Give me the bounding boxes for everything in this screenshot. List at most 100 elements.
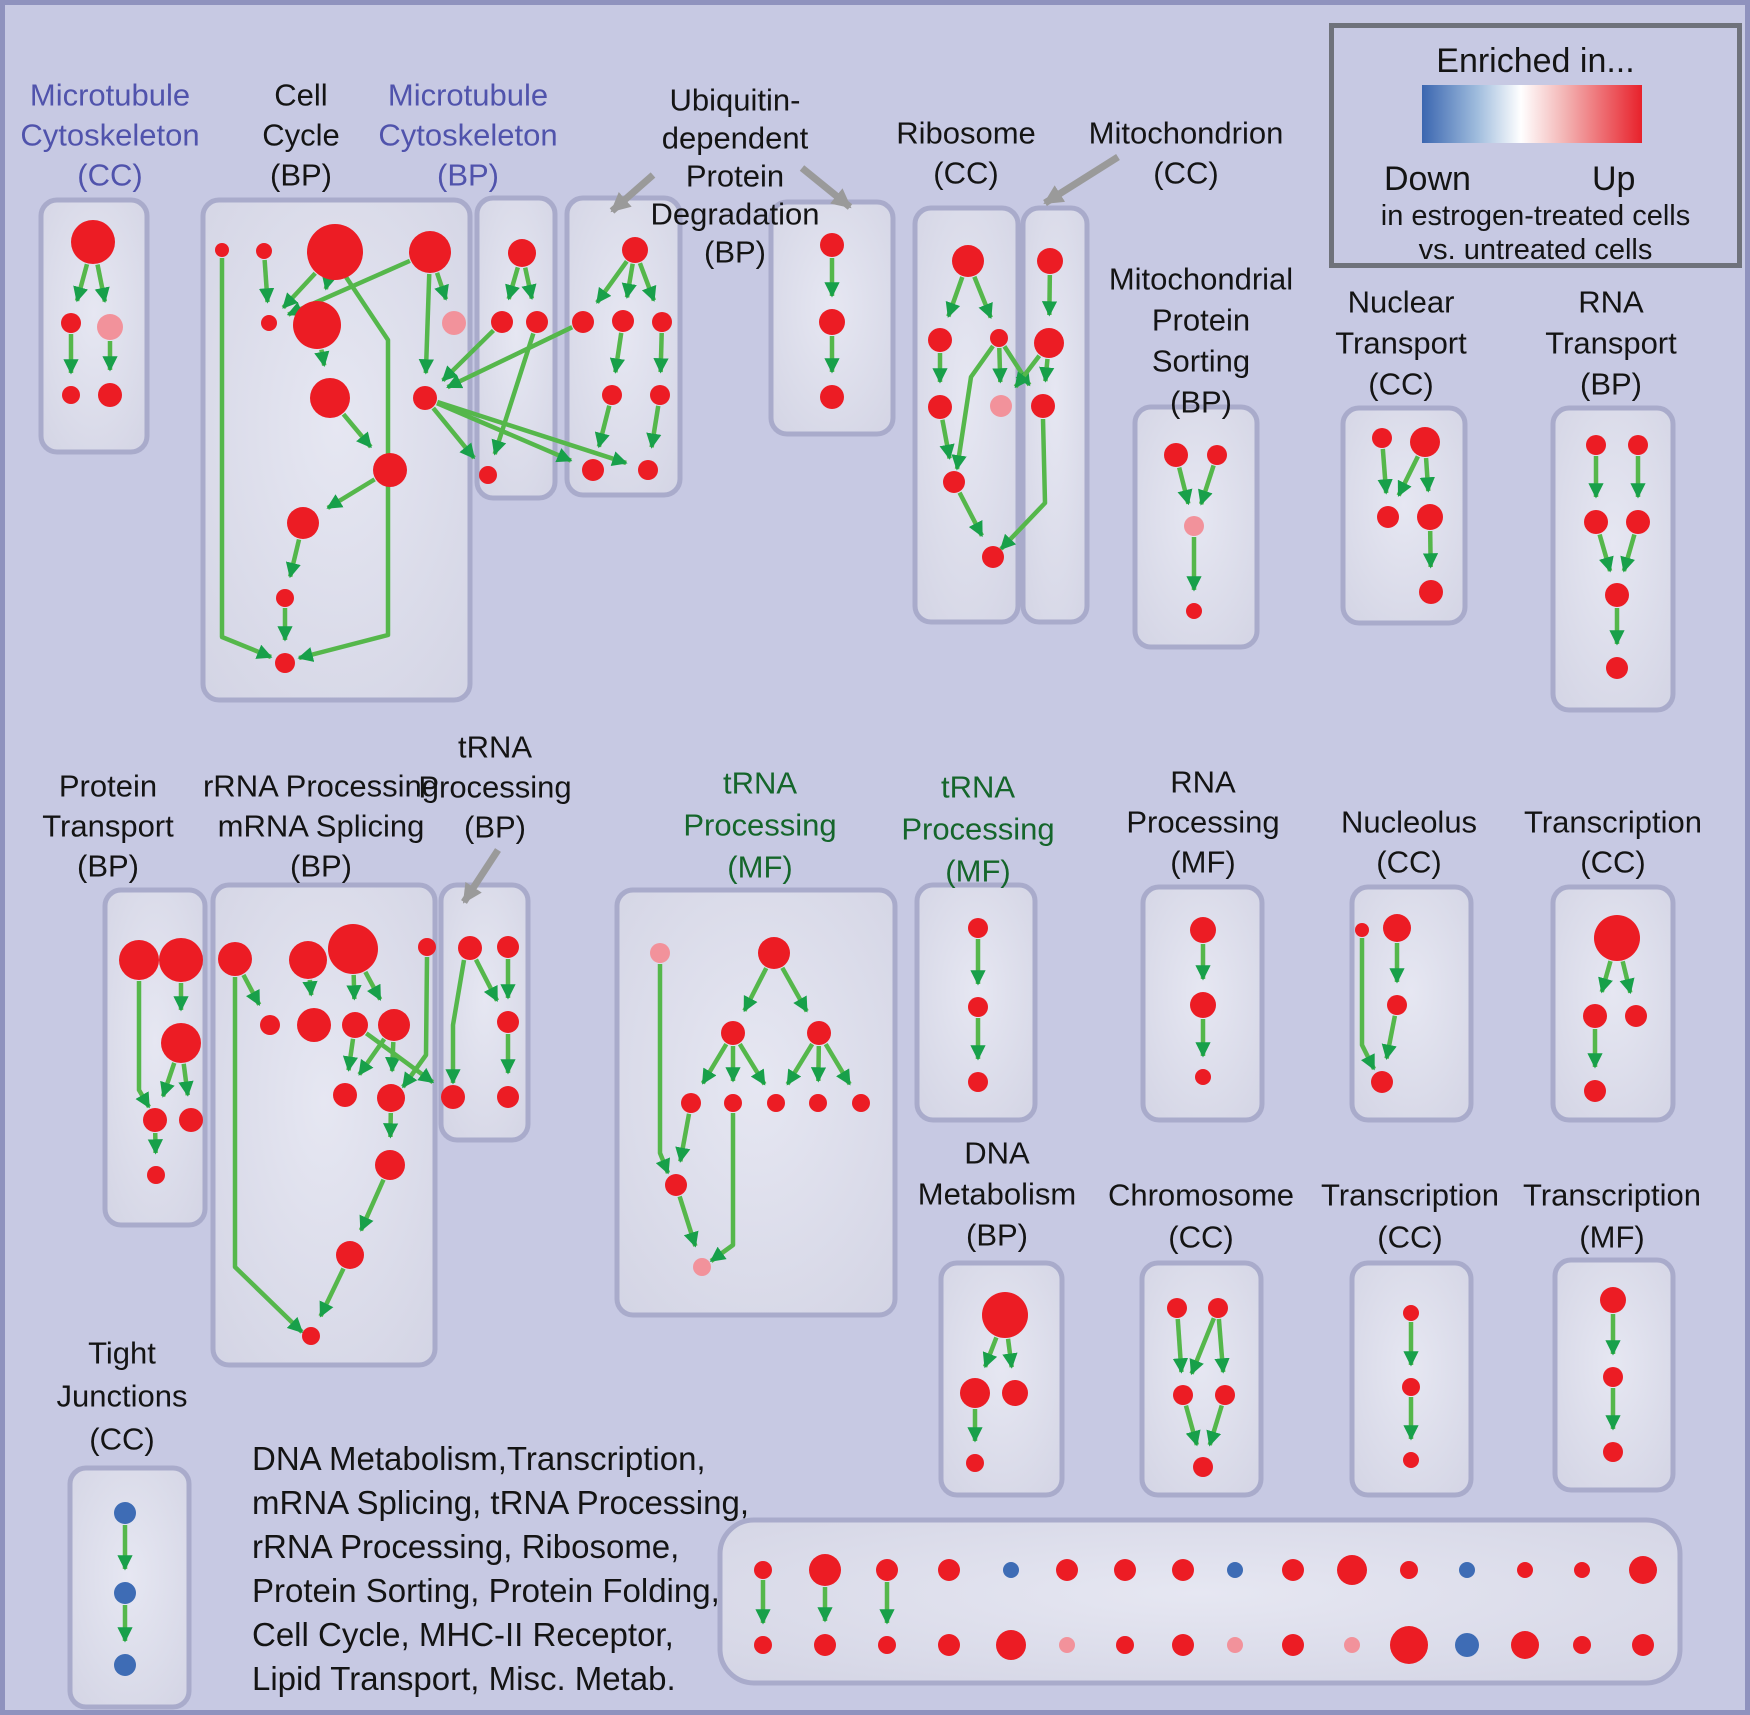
go-term-node bbox=[497, 1011, 519, 1033]
go-term-node bbox=[1190, 917, 1216, 943]
go-term-node bbox=[1574, 1562, 1590, 1578]
edge-arrow bbox=[939, 419, 955, 460]
edge-arrow bbox=[436, 399, 628, 466]
cluster-box-trna-processing-mf-large bbox=[614, 887, 898, 1318]
go-term-node bbox=[1034, 328, 1064, 358]
edge-arrow bbox=[1183, 1404, 1201, 1447]
go-term-node bbox=[441, 1085, 465, 1109]
edge-arrow bbox=[1597, 533, 1614, 573]
trna-bp-pointer bbox=[461, 848, 501, 904]
edge-arrow bbox=[436, 401, 573, 463]
microtubule-cytoskeleton-cc-label: Microtubule Cytoskeleton (CC) bbox=[20, 78, 199, 193]
edge-arrow bbox=[999, 418, 1048, 551]
go-term-node bbox=[1114, 1559, 1136, 1581]
edge-arrow bbox=[434, 272, 449, 301]
rna-transport-bp-label: RNA Transport (BP) bbox=[1545, 285, 1677, 402]
go-term-node bbox=[62, 386, 80, 404]
edge-arrow bbox=[982, 1336, 999, 1369]
go-term-node bbox=[602, 385, 622, 405]
go-term-node bbox=[693, 1258, 711, 1276]
edge-arrow bbox=[1214, 1318, 1230, 1374]
go-term-node bbox=[1603, 1442, 1623, 1462]
chromosome-cc-label: Chromosome (CC) bbox=[1108, 1178, 1294, 1255]
legend-down-label: Down bbox=[1384, 160, 1471, 198]
trna-processing-bp-label: tRNA Processing (BP) bbox=[418, 730, 571, 845]
edge-arrow bbox=[258, 259, 275, 304]
edge-arrow bbox=[972, 275, 993, 320]
microtubule-cytoskeleton-bp-label: Microtubule Cytoskeleton (BP) bbox=[378, 78, 557, 193]
go-term-node bbox=[1227, 1637, 1243, 1653]
go-term-node bbox=[310, 378, 350, 418]
go-term-node bbox=[582, 459, 604, 481]
go-term-node bbox=[373, 453, 407, 487]
go-term-node bbox=[215, 243, 229, 257]
go-term-node bbox=[1186, 603, 1202, 619]
edge-arrow bbox=[637, 262, 657, 302]
annotation-line: mRNA Splicing, tRNA Processing, bbox=[252, 1484, 750, 1521]
go-term-node bbox=[807, 1021, 831, 1045]
nuclear-transport-cc-label: Nuclear Transport (CC) bbox=[1335, 285, 1467, 402]
edge-arrow bbox=[709, 1113, 736, 1263]
go-term-node bbox=[754, 1561, 772, 1579]
edge-arrow bbox=[441, 328, 496, 383]
go-term-node bbox=[302, 1327, 320, 1345]
cluster-box-nucleolus-cc bbox=[1349, 884, 1474, 1123]
go-term-node bbox=[819, 309, 845, 335]
go-term-node bbox=[114, 1582, 136, 1604]
go-term-node bbox=[990, 329, 1008, 347]
go-term-node bbox=[336, 1241, 364, 1269]
go-term-node bbox=[809, 1554, 841, 1586]
go-term-node bbox=[754, 1636, 772, 1654]
go-term-node bbox=[114, 1654, 136, 1676]
go-term-node bbox=[1403, 1452, 1419, 1468]
go-term-node bbox=[1603, 1367, 1623, 1387]
go-term-node bbox=[758, 937, 790, 969]
go-term-node bbox=[938, 1559, 960, 1581]
go-term-node bbox=[1172, 1559, 1194, 1581]
go-term-node bbox=[458, 936, 482, 960]
go-term-node bbox=[650, 385, 670, 405]
go-term-node bbox=[218, 942, 252, 976]
go-term-node bbox=[260, 1015, 280, 1035]
go-term-node bbox=[876, 1559, 898, 1581]
edge-arrow bbox=[418, 273, 434, 375]
edge-arrow bbox=[1598, 960, 1613, 994]
go-term-node bbox=[1387, 995, 1407, 1015]
edge-arrow bbox=[677, 1195, 699, 1248]
go-term-node bbox=[1227, 1562, 1243, 1578]
go-term-node bbox=[1377, 506, 1399, 528]
go-term-node bbox=[1573, 1636, 1591, 1654]
go-term-node bbox=[1632, 1634, 1654, 1656]
go-term-node bbox=[966, 1454, 984, 1472]
cluster-box-rrna-processing-mrna-splicing-bp bbox=[210, 882, 438, 1368]
edge-arrow bbox=[505, 266, 520, 301]
go-term-node bbox=[375, 1150, 405, 1180]
go-term-node bbox=[809, 1094, 827, 1112]
go-term-node bbox=[665, 1174, 687, 1196]
go-term-node bbox=[820, 385, 844, 409]
edge-arrow bbox=[473, 958, 500, 1003]
go-term-node bbox=[293, 301, 341, 349]
go-term-node bbox=[968, 1072, 988, 1092]
edge-arrow bbox=[302, 979, 318, 997]
edge-arrow bbox=[742, 967, 769, 1013]
go-term-node bbox=[982, 546, 1004, 568]
go-term-node bbox=[413, 386, 437, 410]
go-term-node bbox=[1410, 427, 1440, 457]
annotation-line: Protein Sorting, Protein Folding, bbox=[252, 1572, 720, 1609]
edge-arrow bbox=[297, 275, 391, 662]
go-term-node bbox=[261, 315, 277, 331]
transcription-cc-row3-label: Transcription (CC) bbox=[1321, 1178, 1499, 1255]
go-term-node bbox=[1606, 657, 1628, 679]
edge-arrow bbox=[342, 1038, 359, 1072]
edge-arrow bbox=[178, 1063, 194, 1097]
go-term-node bbox=[1372, 428, 1392, 448]
go-term-node bbox=[1455, 1633, 1479, 1657]
legend-subtitle-line1: in estrogen-treated cells bbox=[1380, 200, 1691, 232]
go-term-node bbox=[852, 1094, 870, 1112]
go-term-node bbox=[943, 471, 965, 493]
go-term-node bbox=[1584, 510, 1608, 534]
go-term-node bbox=[342, 1012, 368, 1038]
edge-arrow bbox=[675, 1113, 692, 1163]
